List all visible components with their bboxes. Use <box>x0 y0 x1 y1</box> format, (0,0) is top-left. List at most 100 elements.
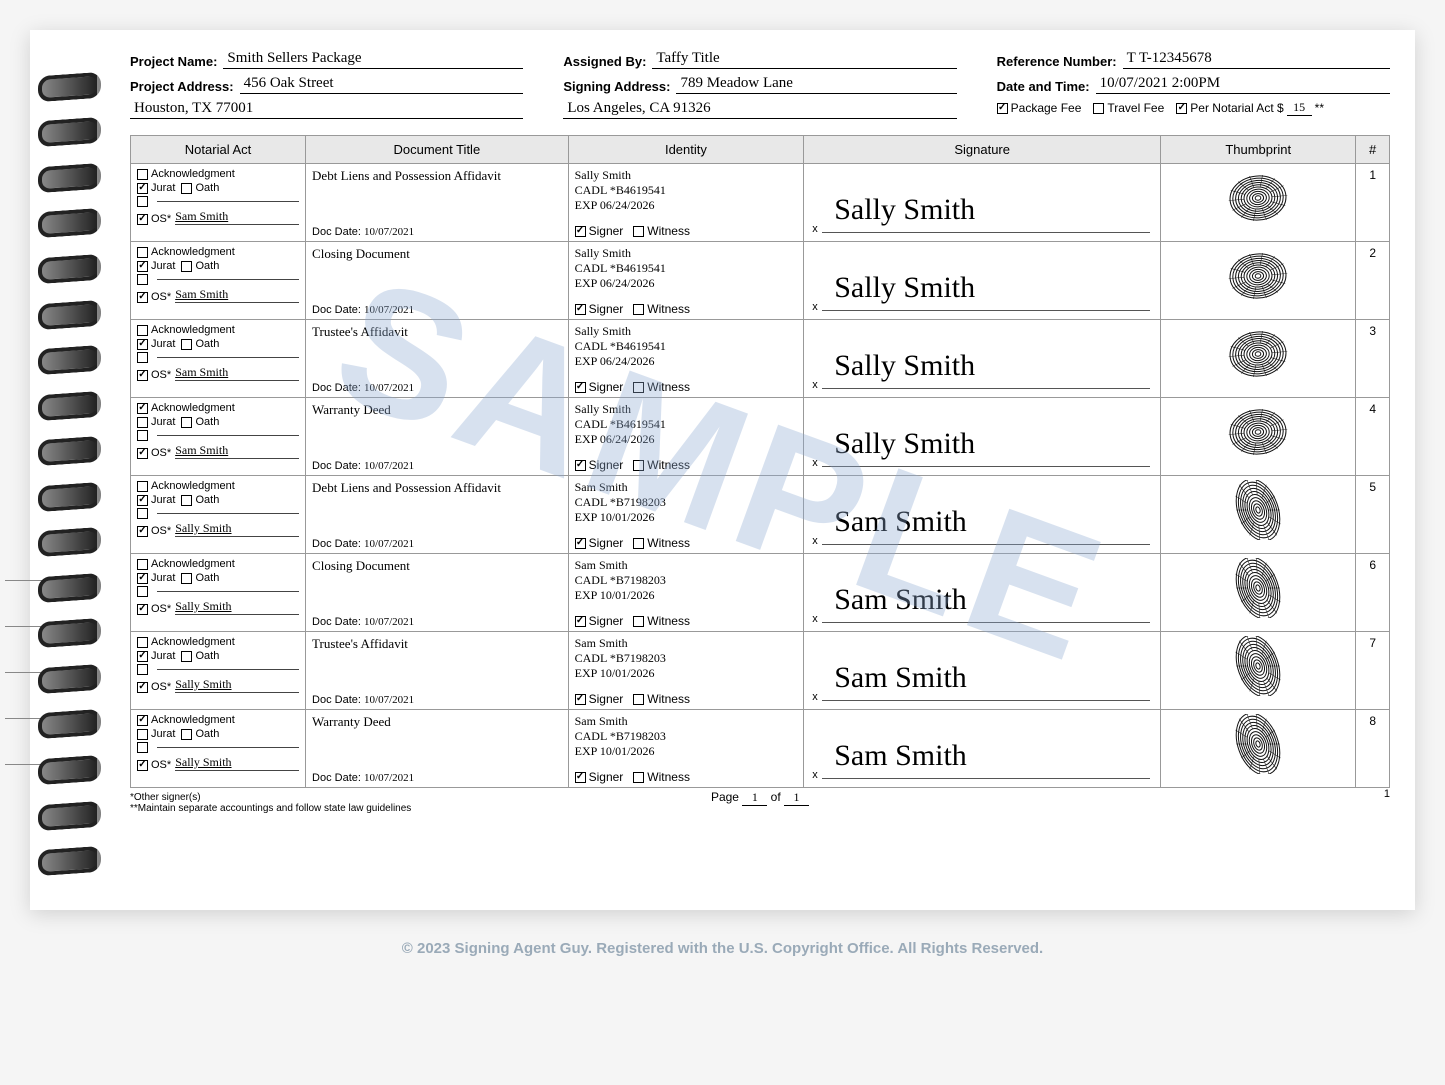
os-signer-name: Sally Smith <box>175 677 299 693</box>
checkbox-signer[interactable]: Signer <box>575 692 624 706</box>
cell-row-number: 4 <box>1356 398 1390 476</box>
footer-notes: *Other signer(s) **Maintain separate acc… <box>130 792 550 814</box>
checkbox-acknowledgment[interactable]: Acknowledgment <box>137 168 235 180</box>
cell-thumbprint <box>1161 320 1356 398</box>
checkbox-blank[interactable] <box>137 430 151 441</box>
checkbox-oath[interactable]: Oath <box>181 260 219 272</box>
checkbox-os[interactable]: OS* <box>137 603 171 615</box>
checkbox-oath[interactable]: Oath <box>181 182 219 194</box>
checkbox-oath[interactable]: Oath <box>181 728 219 740</box>
checkbox-package-fee[interactable]: Package Fee <box>997 101 1082 115</box>
checkbox-os[interactable]: OS* <box>137 681 171 693</box>
checkbox-signer[interactable]: Signer <box>575 536 624 550</box>
checkbox-witness[interactable]: Witness <box>633 458 690 472</box>
identity-name: Sam Smith <box>575 558 798 573</box>
checkbox-os[interactable]: OS* <box>137 291 171 303</box>
value-signing-address-2: Los Angeles, CA 91326 <box>563 100 956 119</box>
journal-table: Notarial Act Document Title Identity Sig… <box>130 135 1390 788</box>
os-signer-name: Sam Smith <box>175 443 299 459</box>
checkbox-blank[interactable] <box>137 274 151 285</box>
value-datetime: 10/07/2021 2:00PM <box>1096 75 1390 94</box>
checkbox-acknowledgment[interactable]: Acknowledgment <box>137 402 235 414</box>
checkbox-travel-fee[interactable]: Travel Fee <box>1093 101 1164 115</box>
checkbox-acknowledgment[interactable]: Acknowledgment <box>137 636 235 648</box>
cell-row-number: 2 <box>1356 242 1390 320</box>
checkbox-jurat[interactable]: Jurat <box>137 338 175 350</box>
checkbox-blank[interactable] <box>137 664 151 675</box>
checkbox-acknowledgment[interactable]: Acknowledgment <box>137 246 235 258</box>
checkbox-os[interactable]: OS* <box>137 759 171 771</box>
checkbox-acknowledgment[interactable]: Acknowledgment <box>137 480 235 492</box>
document-title: Warranty Deed <box>312 714 562 730</box>
checkbox-jurat[interactable]: Jurat <box>137 572 175 584</box>
checkbox-witness[interactable]: Witness <box>633 380 690 394</box>
identity-id: CADL *B7198203 <box>575 495 798 510</box>
signature-x-mark: x <box>812 301 818 313</box>
journal-row: Acknowledgment Jurat Oath OS* Sam Smith W… <box>131 398 1390 476</box>
checkbox-per-act[interactable]: Per Notarial Act $ 15 ** <box>1176 100 1324 116</box>
cell-thumbprint <box>1161 242 1356 320</box>
checkbox-signer[interactable]: Signer <box>575 770 624 784</box>
journal-row: Acknowledgment Jurat Oath OS*Sally Smith… <box>131 476 1390 554</box>
checkbox-acknowledgment[interactable]: Acknowledgment <box>137 324 235 336</box>
checkbox-jurat[interactable]: Jurat <box>137 182 175 194</box>
checkbox-oath[interactable]: Oath <box>181 650 219 662</box>
checkbox-witness[interactable]: Witness <box>633 614 690 628</box>
signature-x-mark: x <box>812 457 818 469</box>
checkbox-jurat[interactable]: Jurat <box>137 728 175 740</box>
checkbox-witness[interactable]: Witness <box>633 536 690 550</box>
identity-id: CADL *B4619541 <box>575 183 798 198</box>
journal-row: Acknowledgment Jurat Oath OS* Sally Smith… <box>131 710 1390 788</box>
checkbox-jurat[interactable]: Jurat <box>137 416 175 428</box>
checkbox-signer[interactable]: Signer <box>575 614 624 628</box>
checkbox-jurat[interactable]: Jurat <box>137 260 175 272</box>
journal-row: Acknowledgment Jurat Oath OS*Sam Smith D… <box>131 164 1390 242</box>
value-per-act-amount: 15 <box>1287 100 1312 116</box>
checkbox-os[interactable]: OS* <box>137 525 171 537</box>
checkbox-blank[interactable] <box>137 352 151 363</box>
os-signer-name: Sally Smith <box>175 755 299 771</box>
identity-name: Sally Smith <box>575 168 798 183</box>
identity-name: Sally Smith <box>575 324 798 339</box>
identity-name: Sam Smith <box>575 636 798 651</box>
checkbox-blank[interactable] <box>137 586 151 597</box>
checkbox-oath[interactable]: Oath <box>181 416 219 428</box>
checkbox-witness[interactable]: Witness <box>633 770 690 784</box>
checkbox-witness[interactable]: Witness <box>633 692 690 706</box>
checkbox-acknowledgment[interactable]: Acknowledgment <box>137 558 235 570</box>
signature-text: Sam Smith <box>834 583 967 617</box>
page-indicator: Page 1 of 1 <box>550 790 970 806</box>
checkbox-oath[interactable]: Oath <box>181 338 219 350</box>
checkbox-jurat[interactable]: Jurat <box>137 494 175 506</box>
cell-notarial-act: Acknowledgment Jurat Oath OS* Sam Smith <box>131 398 306 476</box>
document-title: Closing Document <box>312 558 562 574</box>
checkbox-acknowledgment[interactable]: Acknowledgment <box>137 714 235 726</box>
cell-thumbprint <box>1161 164 1356 242</box>
checkbox-os[interactable]: OS* <box>137 369 171 381</box>
checkbox-oath[interactable]: Oath <box>181 494 219 506</box>
checkbox-witness[interactable]: Witness <box>633 224 690 238</box>
checkbox-os[interactable]: OS* <box>137 447 171 459</box>
cell-document-title: Debt Liens and Possession Affidavit Doc … <box>306 476 569 554</box>
checkbox-oath[interactable]: Oath <box>181 572 219 584</box>
checkbox-signer[interactable]: Signer <box>575 302 624 316</box>
cell-identity: Sam Smith CADL *B7198203 EXP 10/01/2026 … <box>568 476 804 554</box>
checkbox-blank[interactable] <box>137 742 151 753</box>
cell-thumbprint <box>1161 632 1356 710</box>
document-title: Trustee's Affidavit <box>312 636 562 652</box>
identity-exp: EXP 10/01/2026 <box>575 588 798 603</box>
checkbox-signer[interactable]: Signer <box>575 224 624 238</box>
col-document-title: Document Title <box>306 136 569 164</box>
label-signing-address: Signing Address: <box>563 79 676 94</box>
checkbox-os[interactable]: OS* <box>137 213 171 225</box>
signature-x-mark: x <box>812 691 818 703</box>
checkbox-signer[interactable]: Signer <box>575 458 624 472</box>
cell-identity: Sally Smith CADL *B4619541 EXP 06/24/202… <box>568 398 804 476</box>
checkbox-blank[interactable] <box>137 508 151 519</box>
header-block: Project Name: Smith Sellers Package Proj… <box>130 50 1390 125</box>
checkbox-jurat[interactable]: Jurat <box>137 650 175 662</box>
cell-thumbprint <box>1161 476 1356 554</box>
checkbox-witness[interactable]: Witness <box>633 302 690 316</box>
checkbox-signer[interactable]: Signer <box>575 380 624 394</box>
checkbox-blank[interactable] <box>137 196 151 207</box>
